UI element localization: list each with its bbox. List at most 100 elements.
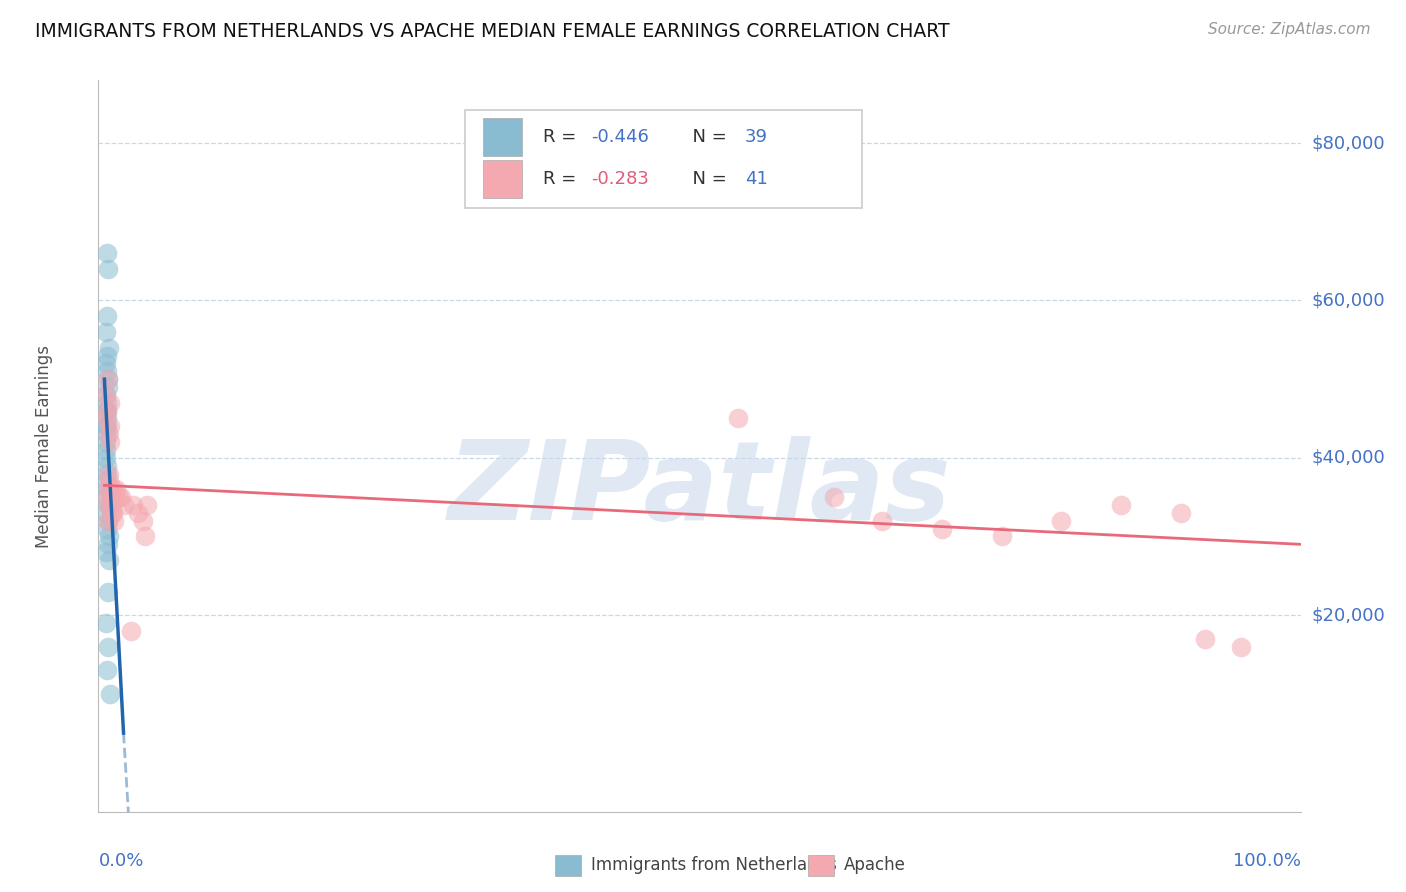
Point xyxy=(98,529,121,543)
Point xyxy=(94,475,117,489)
Point xyxy=(1229,640,1251,654)
Text: -0.446: -0.446 xyxy=(592,128,650,146)
Point xyxy=(1170,506,1192,520)
Point xyxy=(96,419,118,434)
Text: Median Female Earnings: Median Female Earnings xyxy=(35,344,53,548)
Point xyxy=(823,490,845,504)
Text: Apache: Apache xyxy=(844,856,905,874)
Text: IMMIGRANTS FROM NETHERLANDS VS APACHE MEDIAN FEMALE EARNINGS CORRELATION CHART: IMMIGRANTS FROM NETHERLANDS VS APACHE ME… xyxy=(35,22,950,41)
Point xyxy=(97,482,120,496)
Text: N =: N = xyxy=(682,128,733,146)
Point xyxy=(96,663,118,677)
Point xyxy=(94,506,117,520)
Point xyxy=(94,325,117,339)
Point xyxy=(96,482,118,496)
Point xyxy=(98,553,121,567)
Point xyxy=(97,514,120,528)
Point xyxy=(96,522,118,536)
Point xyxy=(96,458,118,473)
Text: 41: 41 xyxy=(745,170,768,188)
Point xyxy=(96,411,118,425)
Text: $40,000: $40,000 xyxy=(1312,449,1385,467)
FancyBboxPatch shape xyxy=(465,110,862,209)
Point xyxy=(94,435,117,450)
Text: R =: R = xyxy=(543,128,582,146)
Point xyxy=(1050,514,1073,528)
Point xyxy=(1194,632,1216,646)
Point xyxy=(94,615,117,630)
Text: 0.0%: 0.0% xyxy=(98,852,143,870)
Point xyxy=(103,514,125,528)
Point xyxy=(870,514,893,528)
Point xyxy=(97,372,120,386)
Point xyxy=(101,482,124,496)
Point xyxy=(100,490,122,504)
Point xyxy=(94,545,117,559)
Point xyxy=(96,490,118,504)
Point xyxy=(100,435,122,450)
Point xyxy=(97,584,120,599)
Point xyxy=(136,498,159,512)
Text: 100.0%: 100.0% xyxy=(1233,852,1301,870)
Point xyxy=(98,341,121,355)
Point xyxy=(101,506,124,520)
Point xyxy=(100,396,122,410)
Point xyxy=(100,687,122,701)
Bar xyxy=(484,160,522,198)
Point xyxy=(94,388,117,402)
Point xyxy=(96,310,118,324)
Point xyxy=(97,514,120,528)
Point xyxy=(94,442,117,457)
Point xyxy=(98,427,121,442)
Point xyxy=(97,537,120,551)
Point xyxy=(94,419,117,434)
Point xyxy=(94,490,117,504)
Bar xyxy=(484,119,522,156)
Point xyxy=(97,640,120,654)
Point xyxy=(120,624,142,638)
Text: ZIPatlas: ZIPatlas xyxy=(447,436,952,543)
Point xyxy=(98,467,121,481)
Point xyxy=(105,482,128,496)
Point xyxy=(97,498,120,512)
Point xyxy=(122,498,145,512)
Point xyxy=(97,380,120,394)
Text: $60,000: $60,000 xyxy=(1312,292,1385,310)
Point xyxy=(1109,498,1132,512)
Text: N =: N = xyxy=(682,170,733,188)
Point xyxy=(94,450,117,465)
Point xyxy=(112,498,135,512)
Point xyxy=(97,372,120,386)
Text: Source: ZipAtlas.com: Source: ZipAtlas.com xyxy=(1208,22,1371,37)
Point xyxy=(990,529,1012,543)
Point xyxy=(127,506,149,520)
Text: R =: R = xyxy=(543,170,582,188)
Point xyxy=(94,356,117,370)
Point xyxy=(96,403,118,417)
Point xyxy=(104,490,127,504)
Point xyxy=(98,475,121,489)
Point xyxy=(96,403,118,417)
Point xyxy=(100,506,122,520)
Point xyxy=(96,467,118,481)
Point xyxy=(100,419,122,434)
Point xyxy=(97,498,120,512)
Point xyxy=(96,396,118,410)
Point xyxy=(134,529,156,543)
Point xyxy=(931,522,953,536)
Point xyxy=(94,403,117,417)
Point xyxy=(96,427,118,442)
Text: $80,000: $80,000 xyxy=(1312,134,1385,153)
Text: $20,000: $20,000 xyxy=(1312,606,1385,624)
Point xyxy=(96,349,118,363)
Point xyxy=(110,490,132,504)
Text: Immigrants from Netherlands: Immigrants from Netherlands xyxy=(591,856,837,874)
Point xyxy=(96,246,118,260)
Text: -0.283: -0.283 xyxy=(592,170,650,188)
Point xyxy=(94,388,117,402)
Point xyxy=(94,411,117,425)
Point xyxy=(131,514,153,528)
Point xyxy=(727,411,749,425)
Text: 39: 39 xyxy=(745,128,768,146)
Point xyxy=(100,498,122,512)
